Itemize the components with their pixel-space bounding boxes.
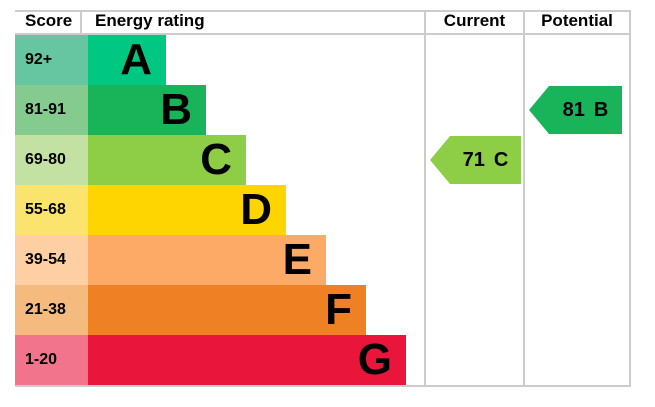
energy-rating-column-header: Energy rating	[95, 11, 205, 30]
band-letter-c: C	[200, 135, 232, 184]
band-row-c: 69-80 C	[15, 135, 630, 185]
table-border-bottom	[15, 385, 630, 387]
band-row-f: 21-38 F	[15, 285, 630, 335]
score-cell-a: 92+	[15, 35, 88, 85]
band-row-a: 92+ A	[15, 35, 630, 85]
rating-bar-f: F	[88, 285, 366, 335]
band-letter-b: B	[160, 85, 192, 134]
potential-arrow: 81 B	[529, 86, 622, 134]
rating-bands: 92+ A 81-91 B 69-80 C 55-68 D 39-54	[15, 35, 630, 385]
potential-score: 81	[562, 98, 585, 121]
band-letter-f: F	[325, 285, 352, 334]
header-score-divider	[80, 10, 82, 35]
band-row-g: 1-20 G	[15, 335, 630, 385]
potential-column-header: Potential	[541, 11, 613, 30]
band-letter-e: E	[282, 235, 312, 284]
rating-bar-d: D	[88, 185, 286, 235]
score-cell-e: 39-54	[15, 235, 88, 285]
score-cell-d: 55-68	[15, 185, 88, 235]
score-range-label: 21-38	[25, 301, 66, 318]
score-range-label: 69-80	[25, 151, 66, 168]
rating-bar-g: G	[88, 335, 406, 385]
current-arrow: 71 C	[430, 136, 521, 184]
score-cell-f: 21-38	[15, 285, 88, 335]
score-range-label: 39-54	[25, 251, 66, 268]
table-border-right	[629, 10, 631, 387]
rating-bar-e: E	[88, 235, 326, 285]
potential-column-divider	[523, 10, 525, 387]
score-range-label: 55-68	[25, 201, 66, 218]
score-range-label: 92+	[25, 51, 53, 68]
potential-band: B	[593, 98, 609, 121]
band-row-b: 81-91 B	[15, 85, 630, 135]
current-band: C	[493, 148, 509, 171]
rating-bar-a: A	[88, 35, 166, 85]
score-range-label: 81-91	[25, 101, 66, 118]
header-separator-line	[15, 33, 630, 35]
table-border-top	[15, 10, 630, 12]
current-column-header: Current	[443, 11, 506, 30]
score-cell-b: 81-91	[15, 85, 88, 135]
band-row-d: 55-68 D	[15, 185, 630, 235]
current-score: 71	[462, 148, 485, 171]
band-letter-d: D	[240, 185, 272, 234]
current-column-divider	[424, 10, 426, 387]
score-range-label: 1-20	[25, 351, 58, 368]
rating-bar-c: C	[88, 135, 246, 185]
band-row-e: 39-54 E	[15, 235, 630, 285]
score-cell-c: 69-80	[15, 135, 88, 185]
band-letter-g: G	[357, 335, 392, 384]
band-letter-a: A	[120, 35, 152, 84]
rating-bar-b: B	[88, 85, 206, 135]
score-cell-g: 1-20	[15, 335, 88, 385]
score-column-header: Score	[25, 11, 73, 30]
